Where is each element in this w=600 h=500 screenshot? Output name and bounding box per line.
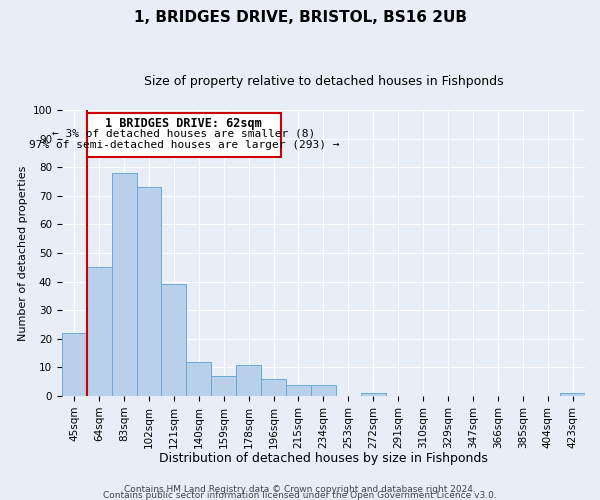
Text: Contains HM Land Registry data © Crown copyright and database right 2024.: Contains HM Land Registry data © Crown c… xyxy=(124,484,476,494)
Bar xyxy=(286,384,311,396)
Text: 1, BRIDGES DRIVE, BRISTOL, BS16 2UB: 1, BRIDGES DRIVE, BRISTOL, BS16 2UB xyxy=(133,10,467,25)
Bar xyxy=(361,393,386,396)
Bar xyxy=(560,393,585,396)
Bar xyxy=(211,376,236,396)
Bar xyxy=(86,268,112,396)
Bar xyxy=(187,362,211,396)
Text: Contains public sector information licensed under the Open Government Licence v3: Contains public sector information licen… xyxy=(103,490,497,500)
Title: Size of property relative to detached houses in Fishponds: Size of property relative to detached ho… xyxy=(143,75,503,88)
Text: ← 3% of detached houses are smaller (8): ← 3% of detached houses are smaller (8) xyxy=(52,128,316,138)
Y-axis label: Number of detached properties: Number of detached properties xyxy=(18,166,28,340)
Bar xyxy=(137,187,161,396)
Text: 97% of semi-detached houses are larger (293) →: 97% of semi-detached houses are larger (… xyxy=(29,140,339,150)
Bar xyxy=(236,364,261,396)
Bar xyxy=(112,173,137,396)
Bar xyxy=(161,284,187,396)
Bar xyxy=(261,379,286,396)
Bar xyxy=(311,384,336,396)
FancyBboxPatch shape xyxy=(86,113,281,157)
Bar xyxy=(62,333,86,396)
X-axis label: Distribution of detached houses by size in Fishponds: Distribution of detached houses by size … xyxy=(159,452,488,465)
Text: 1 BRIDGES DRIVE: 62sqm: 1 BRIDGES DRIVE: 62sqm xyxy=(106,117,262,130)
